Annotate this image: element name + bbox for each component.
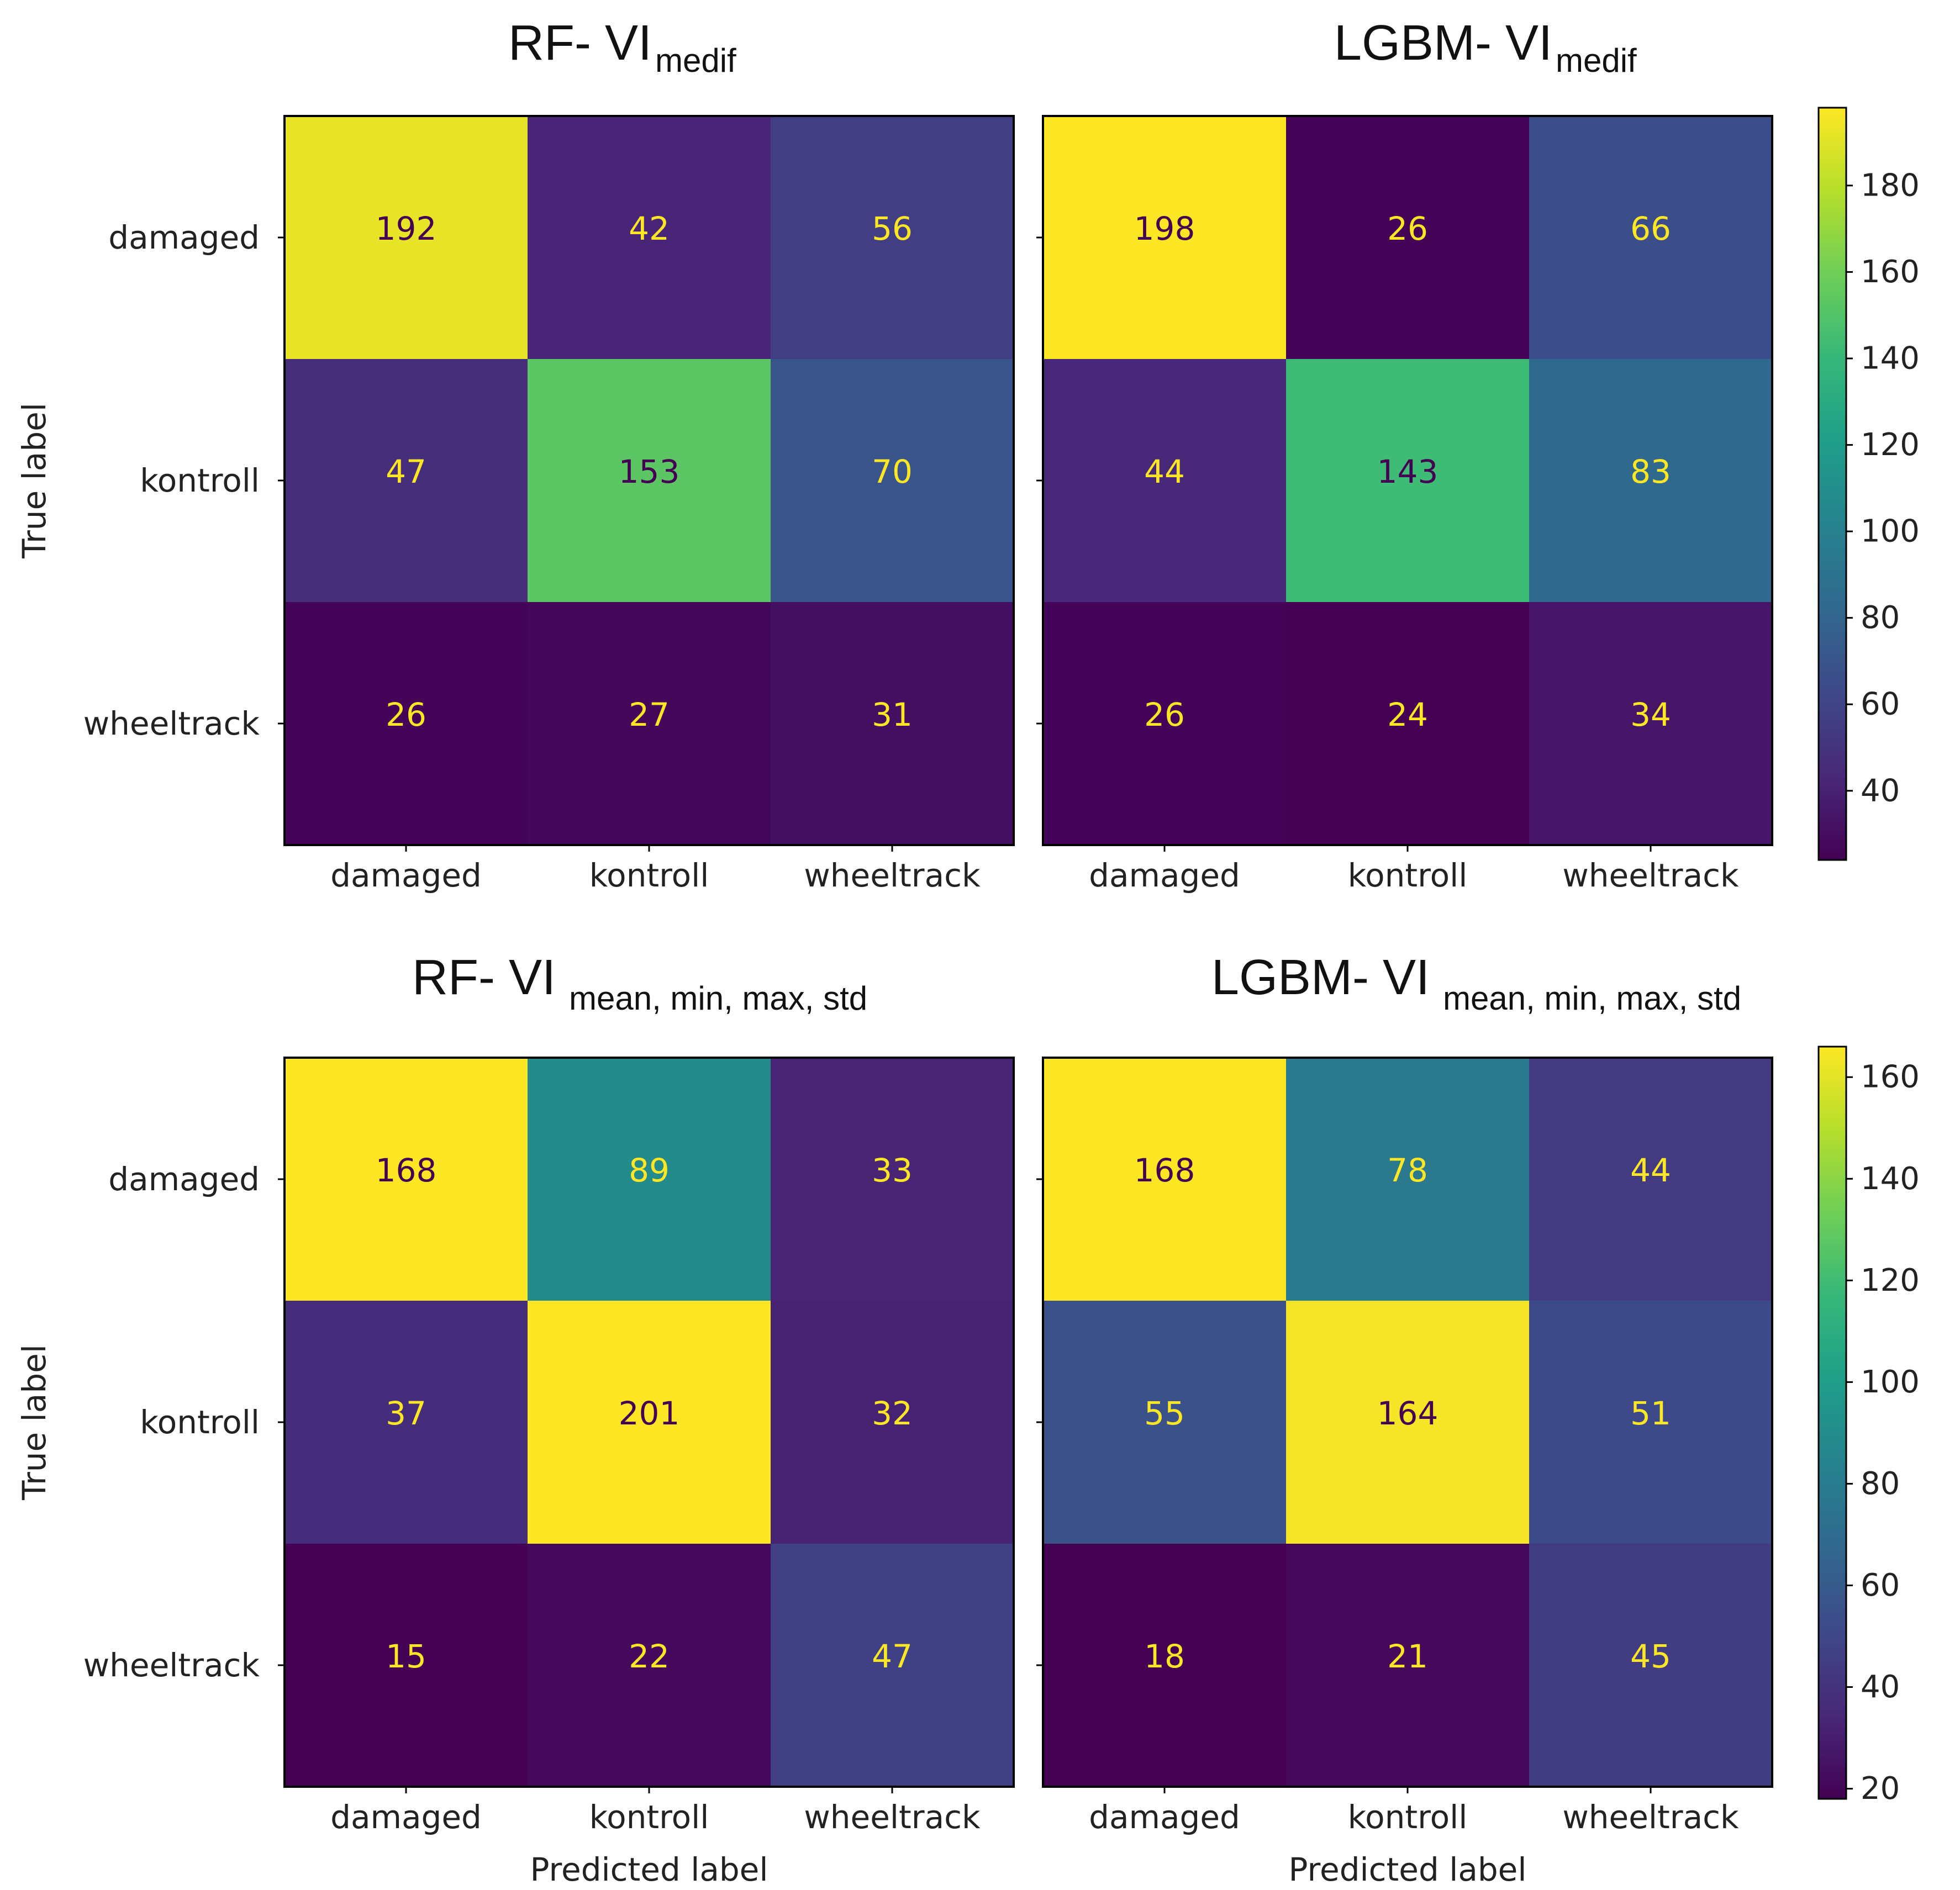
figure: RF- VI medif 192 42 56 47 153 70 26 27 31 damaged… <box>0 0 1960 1890</box>
cell-value: 164 <box>1377 1395 1439 1432</box>
colorbar-tick-label: 100 <box>1861 1364 1920 1400</box>
x-tick-label: kontroll <box>589 857 709 894</box>
confusion-matrix: 192 42 56 47 153 70 26 27 31 damaged kontroll wheel… <box>15 116 1014 894</box>
colorbar-tick-label: 160 <box>1861 254 1920 290</box>
chart-title-subscript: mean, min, max, std <box>1443 980 1741 1017</box>
colorbar-tick-label: 140 <box>1861 1161 1920 1197</box>
x-tick-label: damaged <box>1089 857 1240 894</box>
confusion-matrix: 168 78 44 55 164 51 18 21 45 damaged kontroll wheel… <box>1036 1058 1772 1888</box>
panel-rf-stats: RF- VI mean, min, max, std 168 89 33 37 201 3… <box>15 950 1014 1888</box>
colorbar-top: 40 60 80 100 120 140 160 180 <box>1819 108 1920 860</box>
x-axis-label: Predicted label <box>530 1851 768 1888</box>
y-axis-label: True label <box>15 403 53 559</box>
colorbar-tick-label: 100 <box>1861 514 1920 550</box>
cell-value: 21 <box>1387 1638 1428 1675</box>
chart-title: RF- VI <box>508 15 652 71</box>
chart-title: LGBM- VI <box>1334 15 1552 71</box>
cell-value: 42 <box>629 210 670 247</box>
cell-value: 33 <box>872 1152 913 1189</box>
cell-value: 56 <box>872 210 913 247</box>
colorbar-bottom: 20 40 60 80 100 120 140 160 <box>1819 1047 1920 1807</box>
x-tick-label: damaged <box>1089 1798 1240 1836</box>
chart-title-subscript: medif <box>1556 42 1637 79</box>
cell-value: 27 <box>629 696 670 733</box>
y-tick-label: wheeltrack <box>83 1646 260 1684</box>
colorbar-tick-label: 20 <box>1861 1771 1900 1807</box>
x-tick-label: wheeltrack <box>1562 857 1739 894</box>
colorbar-tick-label: 140 <box>1861 341 1920 377</box>
colorbar-tick-label: 160 <box>1861 1059 1920 1095</box>
x-tick-label: wheeltrack <box>804 857 981 894</box>
cell-value: 44 <box>1630 1152 1671 1189</box>
colorbar-tick-label: 40 <box>1861 773 1900 809</box>
y-tick-label: damaged <box>108 1160 260 1198</box>
x-axis-label: Predicted label <box>1289 1851 1527 1888</box>
cell-value: 44 <box>1144 453 1185 490</box>
y-tick-label: wheeltrack <box>83 705 260 742</box>
cell-value: 34 <box>1630 696 1671 733</box>
colorbar-tick-label: 180 <box>1861 167 1920 203</box>
chart-title: LGBM- VI <box>1211 950 1430 1005</box>
cell-value: 55 <box>1144 1395 1185 1432</box>
cell-value: 153 <box>619 453 680 490</box>
cell-value: 66 <box>1630 210 1671 247</box>
cell-value: 45 <box>1630 1638 1671 1675</box>
cell-value: 26 <box>1387 210 1428 247</box>
cell-value: 47 <box>872 1638 913 1675</box>
cell-value: 168 <box>1134 1152 1195 1189</box>
chart-title: RF- VI <box>412 950 556 1005</box>
x-tick-label: kontroll <box>589 1798 709 1836</box>
colorbar-tick-label: 80 <box>1861 600 1900 636</box>
x-tick-label: damaged <box>330 857 482 894</box>
cell-value: 51 <box>1630 1395 1671 1432</box>
panel-rf-medif: RF- VI medif 192 42 56 47 153 70 26 27 31 damaged… <box>15 15 1014 894</box>
cell-value: 168 <box>376 1152 437 1189</box>
cell-value: 18 <box>1144 1638 1185 1675</box>
panel-lgbm-medif: LGBM- VI medif 198 26 66 44 143 83 26 24 34 damag… <box>1036 15 1772 894</box>
cell-value: 83 <box>1630 453 1671 490</box>
confusion-matrix: 168 89 33 37 201 32 15 22 47 damaged kontroll wheel… <box>15 1058 1014 1888</box>
x-tick-label: wheeltrack <box>804 1798 981 1836</box>
cell-value: 201 <box>619 1395 680 1432</box>
cell-value: 22 <box>629 1638 670 1675</box>
colorbar-gradient <box>1819 1047 1846 1799</box>
cell-value: 26 <box>1144 696 1185 733</box>
cell-value: 143 <box>1377 453 1439 490</box>
cell-value: 24 <box>1387 696 1428 733</box>
cell-value: 89 <box>629 1152 670 1189</box>
x-tick-label: damaged <box>330 1798 482 1836</box>
y-tick-label: kontroll <box>140 462 260 499</box>
colorbar-tick-label: 80 <box>1861 1466 1900 1502</box>
colorbar-tick-label: 120 <box>1861 1263 1920 1298</box>
y-tick-label: damaged <box>108 219 260 256</box>
chart-title-subscript: mean, min, max, std <box>569 980 867 1017</box>
cell-value: 47 <box>386 453 426 490</box>
cell-value: 70 <box>872 453 913 490</box>
y-axis-label: True label <box>15 1344 53 1501</box>
colorbar-tick-label: 60 <box>1861 1567 1900 1603</box>
cell-value: 32 <box>872 1395 913 1432</box>
cell-value: 26 <box>386 696 426 733</box>
cell-value: 192 <box>376 210 437 247</box>
cell-value: 15 <box>386 1638 426 1675</box>
y-tick-label: kontroll <box>140 1403 260 1441</box>
colorbar-tick-label: 40 <box>1861 1669 1900 1705</box>
colorbar-tick-label: 120 <box>1861 427 1920 463</box>
cell-value: 31 <box>872 696 913 733</box>
cell-value: 37 <box>386 1395 426 1432</box>
cell-value: 78 <box>1387 1152 1428 1189</box>
colorbar-tick-label: 60 <box>1861 687 1900 722</box>
x-tick-label: wheeltrack <box>1562 1798 1739 1836</box>
x-tick-label: kontroll <box>1348 857 1468 894</box>
confusion-matrix: 198 26 66 44 143 83 26 24 34 damaged kontroll wheel… <box>1036 116 1772 894</box>
chart-title-subscript: medif <box>655 42 736 79</box>
cell-value: 198 <box>1134 210 1195 247</box>
x-tick-label: kontroll <box>1348 1798 1468 1836</box>
colorbar-gradient <box>1819 108 1846 860</box>
